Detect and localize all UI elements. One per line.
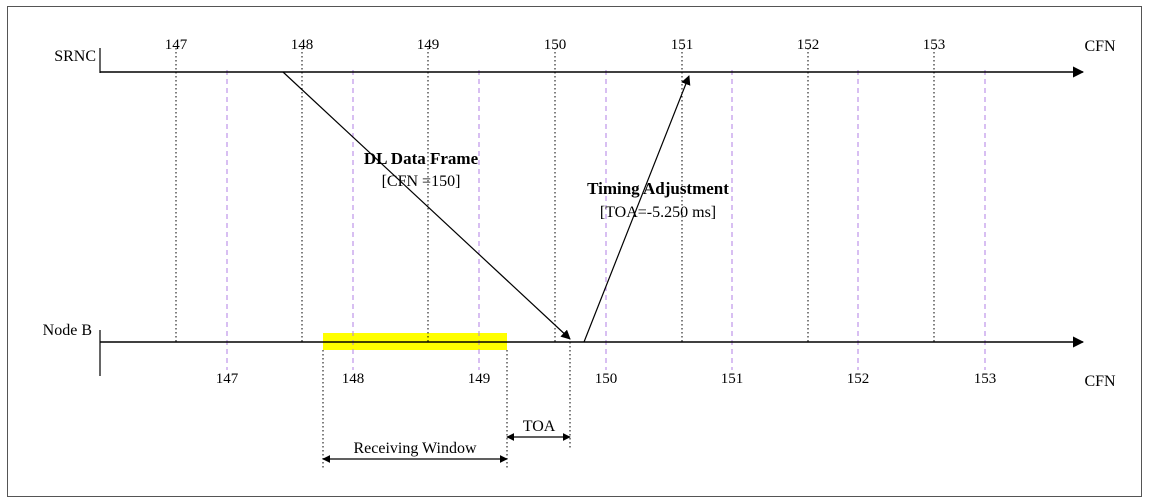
dl-data-frame-arrow bbox=[282, 71, 571, 340]
dl-frame-title: DL Data Frame bbox=[364, 149, 479, 168]
nodeb-tick-labels: 147 148 149 150 151 152 153 bbox=[216, 371, 997, 387]
toa-label: TOA bbox=[523, 418, 556, 435]
srnc-label: SRNC bbox=[54, 48, 96, 65]
nodeb-tick-label: 151 bbox=[721, 371, 744, 387]
nodeb-tick-label: 153 bbox=[974, 371, 997, 387]
diagram-frame bbox=[7, 6, 1142, 497]
timing-adjustment-title: Timing Adjustment bbox=[587, 179, 729, 198]
timing-adjustment-arrow bbox=[583, 75, 691, 343]
srnc-tick-label: 151 bbox=[671, 37, 694, 53]
nodeb-tick-label: 149 bbox=[468, 371, 491, 387]
srnc-frame-boundaries bbox=[175, 48, 935, 342]
srnc-tick-label: 152 bbox=[797, 37, 820, 53]
nodeb-label: Node B bbox=[43, 322, 92, 339]
srnc-tick-label: 149 bbox=[417, 37, 440, 53]
nodeb-frame-boundaries bbox=[226, 70, 986, 370]
srnc-tick-label: 147 bbox=[165, 37, 188, 53]
nodeb-tick-label: 152 bbox=[847, 371, 870, 387]
srnc-tick-label: 148 bbox=[291, 37, 314, 53]
srnc-tick-labels: 147 148 149 150 151 152 153 bbox=[165, 37, 946, 53]
srnc-tick-label: 153 bbox=[923, 37, 946, 53]
receiving-window-label: Receiving Window bbox=[353, 440, 476, 457]
cfn-label-bottom: CFN bbox=[1084, 373, 1116, 390]
nodeb-tick-label: 150 bbox=[595, 371, 618, 387]
nodeb-tick-label: 148 bbox=[342, 371, 365, 387]
nodeb-tick-label: 147 bbox=[216, 371, 239, 387]
srnc-tick-label: 150 bbox=[544, 37, 567, 53]
measurement-guides bbox=[322, 342, 571, 470]
cfn-label-top: CFN bbox=[1084, 38, 1116, 55]
dl-frame-detail: [CFN =150] bbox=[382, 173, 461, 190]
timing-adjustment-detail: [TOA=-5.250 ms] bbox=[600, 204, 716, 221]
